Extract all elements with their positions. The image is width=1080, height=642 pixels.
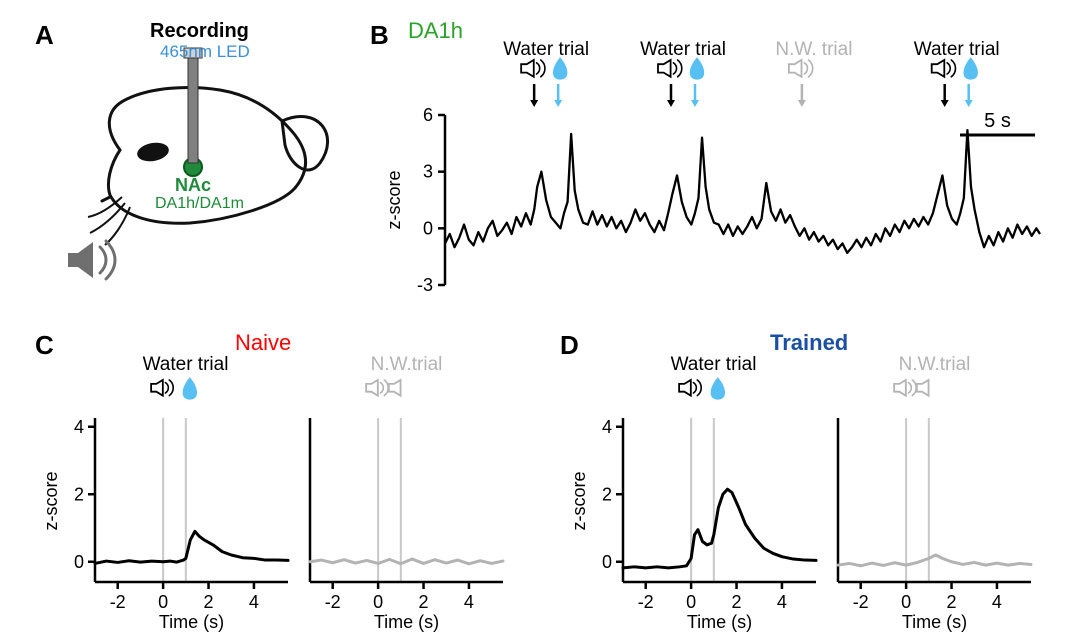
svg-text:0: 0 <box>901 592 911 612</box>
svg-text:3: 3 <box>423 162 433 182</box>
panel-d-chart: -2024Time (s)024z-scoreWater trial-2024T… <box>568 350 1048 630</box>
figure-panel: { "panelA": { "label": "A", "recording_t… <box>0 0 1080 642</box>
svg-text:0: 0 <box>74 552 84 572</box>
svg-text:5 s: 5 s <box>984 110 1011 132</box>
svg-text:4: 4 <box>602 417 612 437</box>
svg-text:-3: -3 <box>417 275 433 295</box>
svg-text:4: 4 <box>992 592 1002 612</box>
svg-text:4: 4 <box>74 417 84 437</box>
svg-text:2: 2 <box>602 484 612 504</box>
panel-a-diagram <box>50 25 350 290</box>
svg-text:Time (s): Time (s) <box>687 612 752 632</box>
svg-text:-2: -2 <box>325 592 341 612</box>
svg-text:6: 6 <box>423 105 433 125</box>
svg-text:N.W.trial: N.W.trial <box>899 354 971 375</box>
nac-label: NAc <box>175 175 211 196</box>
svg-text:z-score: z-score <box>569 471 589 530</box>
svg-text:4: 4 <box>249 592 259 612</box>
svg-text:Water trial: Water trial <box>671 354 757 375</box>
svg-text:4: 4 <box>777 592 787 612</box>
svg-text:0: 0 <box>686 592 696 612</box>
svg-text:0: 0 <box>423 218 433 238</box>
led-label: 465nm LED <box>160 42 250 62</box>
svg-text:-2: -2 <box>110 592 126 612</box>
recording-title: Recording <box>150 20 249 43</box>
panel-c-chart: -2024Time (s)024z-scoreWater trial-2024T… <box>40 350 520 630</box>
svg-text:0: 0 <box>373 592 383 612</box>
svg-text:2: 2 <box>419 592 429 612</box>
svg-text:4: 4 <box>464 592 474 612</box>
svg-text:Water trial: Water trial <box>914 39 1000 60</box>
svg-text:-2: -2 <box>853 592 869 612</box>
svg-text:2: 2 <box>732 592 742 612</box>
svg-text:Water trial: Water trial <box>143 354 229 375</box>
svg-text:N.W.trial: N.W.trial <box>371 354 443 375</box>
panel-b-chart: -3 0 3 6 z-score Water trial Water trial N.W. t… <box>375 40 1055 300</box>
sensor-label: DA1h/DA1m <box>155 195 244 213</box>
svg-text:-2: -2 <box>638 592 654 612</box>
svg-text:Time (s): Time (s) <box>902 612 967 632</box>
svg-text:N.W. trial: N.W. trial <box>775 39 852 60</box>
svg-text:z-score: z-score <box>384 170 404 229</box>
svg-text:2: 2 <box>947 592 957 612</box>
svg-text:Water trial: Water trial <box>503 39 589 60</box>
svg-text:0: 0 <box>158 592 168 612</box>
svg-text:z-score: z-score <box>41 471 61 530</box>
svg-text:2: 2 <box>74 484 84 504</box>
svg-text:0: 0 <box>602 552 612 572</box>
svg-text:Time (s): Time (s) <box>159 612 224 632</box>
svg-text:2: 2 <box>204 592 214 612</box>
svg-text:Water trial: Water trial <box>640 39 726 60</box>
svg-text:Time (s): Time (s) <box>374 612 439 632</box>
